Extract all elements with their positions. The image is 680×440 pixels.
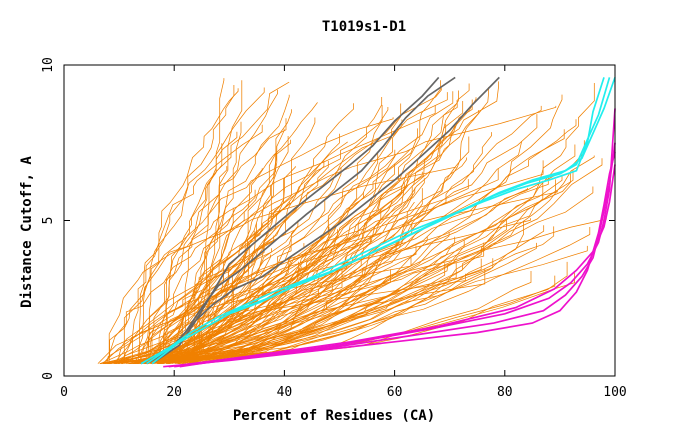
background-series-line <box>132 155 595 364</box>
background-series-line <box>137 117 394 364</box>
gray-series-line <box>151 76 500 365</box>
magenta-series-line <box>174 108 616 368</box>
background-series-line <box>145 225 545 364</box>
background-series-line <box>107 109 292 364</box>
magenta-series-line <box>163 151 616 368</box>
background-series-line <box>158 173 571 364</box>
background-series-line <box>160 226 555 364</box>
x-tick-label: 40 <box>277 385 293 400</box>
background-series-line <box>102 85 235 364</box>
background-series-line <box>144 97 383 364</box>
axis-ticks: 0 20 40 60 80 100 0 5 10 <box>41 57 627 400</box>
background-series-line <box>157 227 591 364</box>
background-series-line <box>198 83 595 364</box>
background-series-line <box>168 202 415 364</box>
background-series-line <box>104 81 499 364</box>
x-tick-label: 80 <box>497 385 513 400</box>
background-series-line <box>174 248 272 364</box>
background-series-line <box>147 88 239 364</box>
background-series-line <box>144 222 413 364</box>
background-series-line <box>191 242 537 364</box>
background-series-line <box>182 245 588 364</box>
background-series-line <box>177 236 428 364</box>
cyan-series-line <box>151 77 616 365</box>
x-tick-label: 100 <box>603 385 626 400</box>
background-series-line <box>132 124 263 364</box>
background-series-line <box>180 78 225 364</box>
background-series-line <box>192 94 290 364</box>
background-series-line <box>128 132 492 364</box>
background-series-line <box>125 220 524 364</box>
background-series-line <box>150 124 447 364</box>
background-series-line <box>142 187 416 364</box>
background-series-line <box>169 245 417 364</box>
gray-series-line <box>140 76 440 365</box>
background-series-line <box>166 177 285 364</box>
plot-lines <box>97 76 616 368</box>
y-tick-label: 10 <box>41 57 56 73</box>
background-series-line <box>138 220 299 364</box>
background-series-line <box>163 81 290 364</box>
background-series-line <box>144 207 234 364</box>
background-series-line <box>121 157 467 364</box>
background-series-line <box>159 121 242 364</box>
background-series-line <box>159 269 391 364</box>
y-tick-label: 0 <box>41 372 56 380</box>
background-series-line <box>151 273 466 364</box>
background-series-line <box>155 139 291 364</box>
background-series-line <box>123 105 436 364</box>
gray-series-line <box>146 76 456 365</box>
background-series-line <box>110 163 395 364</box>
background-series-line <box>163 182 405 364</box>
chart-title: T1019s1-D1 <box>322 19 406 35</box>
background-series-line <box>181 149 411 364</box>
background-series-line <box>133 257 249 364</box>
x-tick-label: 60 <box>387 385 403 400</box>
background-series-line <box>139 229 338 364</box>
background-series-line <box>136 94 563 364</box>
background-series-line <box>129 136 470 364</box>
background-series-line <box>116 269 343 364</box>
background-series-line <box>130 103 473 364</box>
background-series-line <box>144 179 556 364</box>
background-series-line <box>124 231 256 364</box>
background-series-line <box>141 186 594 364</box>
background-series-line <box>132 87 265 364</box>
background-series-line <box>118 99 473 364</box>
background-series-line <box>190 110 480 364</box>
background-series-line <box>113 255 412 364</box>
cyan-series-line <box>140 77 605 365</box>
background-series-line <box>106 235 275 364</box>
background-series-line <box>149 242 485 364</box>
y-axis-title: Distance Cutoff, A <box>19 156 35 308</box>
magenta-series-line <box>179 164 616 368</box>
x-axis-title: Percent of Residues (CA) <box>233 408 435 424</box>
x-tick-label: 0 <box>60 385 68 400</box>
background-series-line <box>162 166 296 364</box>
background-series-line <box>175 160 329 364</box>
background-series-line <box>107 158 603 364</box>
background-series-line <box>108 160 325 364</box>
background-series-line <box>108 189 256 364</box>
x-tick-label: 20 <box>166 385 182 400</box>
background-series-line <box>162 80 441 364</box>
magenta-series-line <box>168 142 616 368</box>
background-series-line <box>172 102 318 364</box>
background-series-line <box>111 149 396 364</box>
background-series-line <box>103 83 470 364</box>
y-tick-label: 5 <box>41 217 56 225</box>
background-series-line <box>158 118 287 364</box>
background-series-line <box>108 166 457 364</box>
background-series-line <box>145 166 228 364</box>
